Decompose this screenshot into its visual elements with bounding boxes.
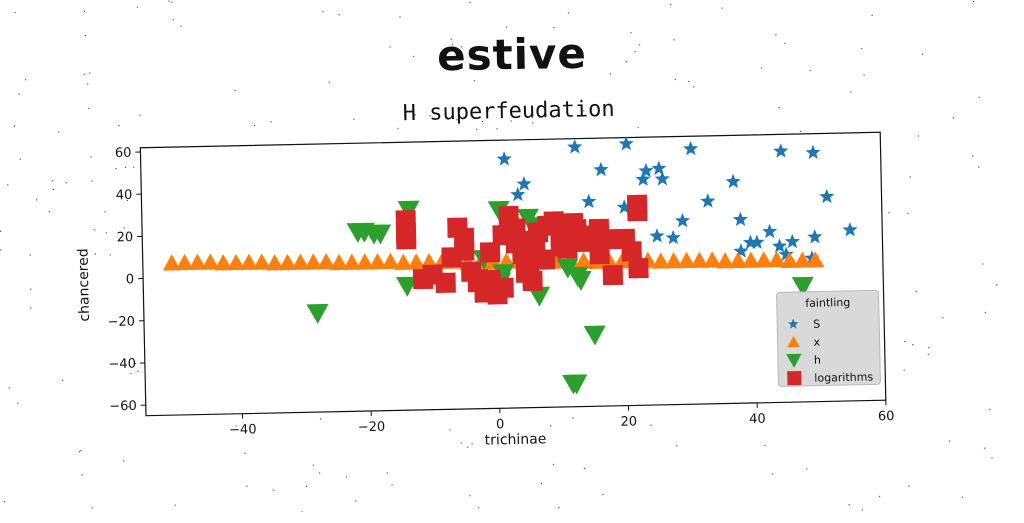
x-tick-label: 40 <box>749 412 766 427</box>
point-logarithms <box>396 229 416 249</box>
legend-label-logarithms: logarithms <box>814 370 873 384</box>
y-axis-label: chancered <box>75 248 93 322</box>
chart-title: H superfeudation <box>402 97 614 126</box>
y-tick-label: −40 <box>108 357 136 373</box>
y-tick-label: −60 <box>109 399 137 415</box>
legend-label-h: h <box>814 354 821 367</box>
plot-area <box>140 132 885 415</box>
x-axis-label: trichinae <box>485 431 547 448</box>
y-tick-label: 0 <box>126 272 135 287</box>
noise-speck <box>862 509 863 510</box>
legend-label-x: x <box>813 336 820 349</box>
point-logarithms <box>627 195 647 215</box>
y-tick-label: 60 <box>115 146 132 161</box>
x-tick-label: 60 <box>878 409 895 424</box>
legend-marker-logarithms <box>787 371 801 385</box>
point-logarithms <box>422 264 442 284</box>
point-logarithms <box>480 270 500 290</box>
noise-speck <box>171 2 172 3</box>
noise-speck <box>169 1 170 2</box>
point-logarithms <box>505 233 525 253</box>
x-tick-label: 0 <box>496 417 505 432</box>
x-tick-label: −40 <box>229 422 257 438</box>
point-logarithms <box>522 271 542 291</box>
point-logarithms <box>454 228 474 248</box>
point-logarithms <box>628 258 648 278</box>
y-tick-label: 20 <box>117 230 134 245</box>
y-tick-label: −20 <box>107 314 135 330</box>
legend-label-S: S <box>813 318 820 331</box>
point-logarithms <box>595 229 615 249</box>
x-tick-label: −20 <box>358 420 386 436</box>
x-tick-label: 20 <box>620 414 637 429</box>
point-logarithms <box>551 236 571 256</box>
point-logarithms <box>603 265 623 285</box>
legend-title: faintling <box>805 296 850 310</box>
y-tick-label: 40 <box>116 188 133 203</box>
chart-legend: faintling Sxh logarithms <box>777 290 881 386</box>
